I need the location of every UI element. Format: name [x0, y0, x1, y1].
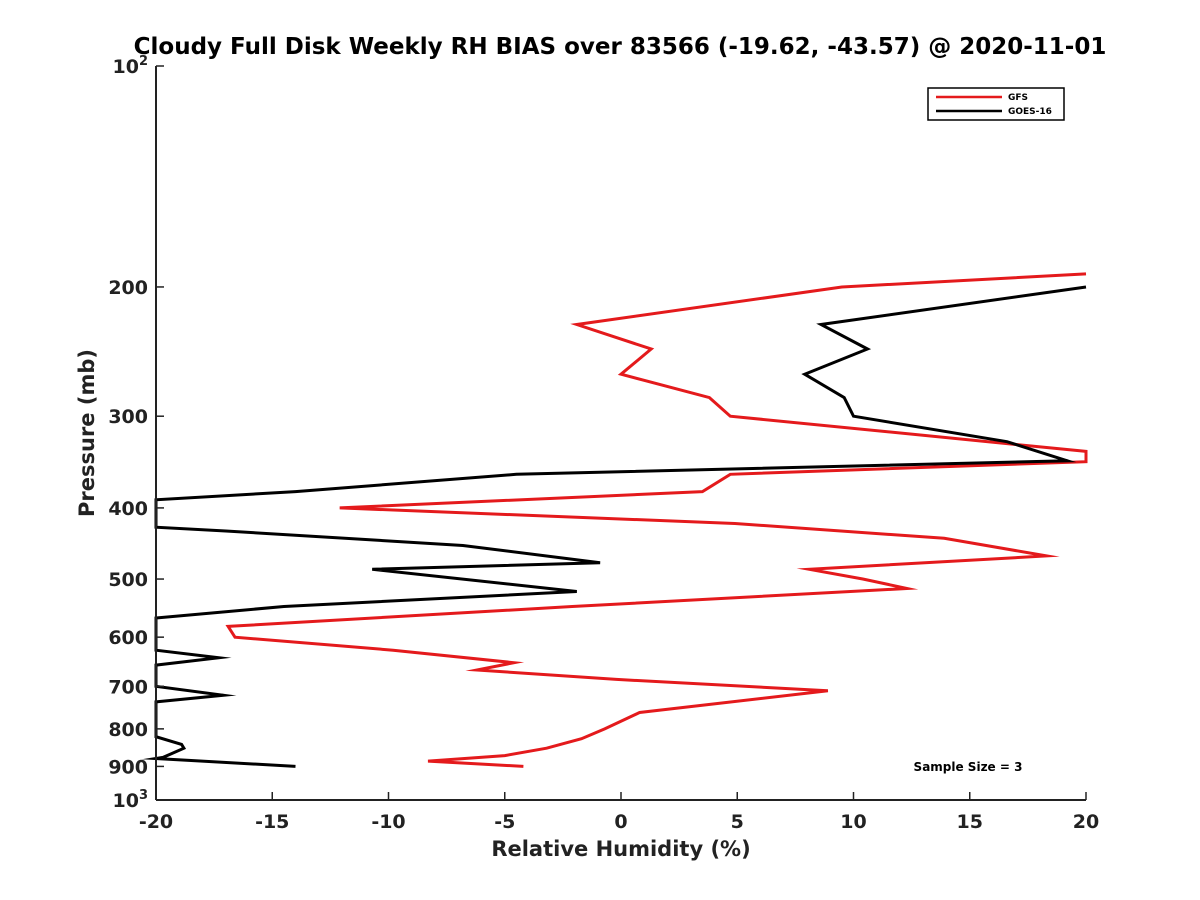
legend-label-gfs: GFS — [1008, 93, 1028, 103]
x-tick-label: 10 — [840, 811, 866, 833]
y-tick-label: 800 — [108, 719, 148, 741]
y-tick-label: 300 — [108, 406, 148, 428]
plot-area: -20 -15 -10 -5 0 5 10 15 20 102 200 300 400 500 600 70… — [108, 54, 1099, 833]
y-tick-label: 600 — [108, 627, 148, 649]
y-tick-label: 500 — [108, 569, 148, 591]
sample-size-annotation: Sample Size = 3 — [914, 760, 1023, 774]
chart-title: Cloudy Full Disk Weekly RH BIAS over 835… — [134, 34, 1107, 60]
x-tick-label: 0 — [614, 811, 627, 833]
x-tick-label: -5 — [494, 811, 515, 833]
y-axis-label: Pressure (mb) — [75, 349, 99, 517]
y-tick-label: 700 — [108, 676, 148, 698]
legend-label-goes16: GOES-16 — [1008, 107, 1052, 117]
series-line-goes-16 — [141, 285, 1087, 768]
y-axis-ticks: 102 200 300 400 500 600 700 800 900 103 — [108, 54, 164, 812]
series-line-gfs — [225, 272, 1088, 768]
y-tick-label: 400 — [108, 498, 148, 520]
y-tick-label: 900 — [108, 756, 148, 778]
legend: GFS GOES-16 — [927, 87, 1065, 121]
x-tick-label: 20 — [1073, 811, 1099, 833]
x-tick-label: -20 — [139, 811, 173, 833]
x-tick-label: 5 — [731, 811, 744, 833]
x-axis-label: Relative Humidity (%) — [491, 837, 750, 861]
series-layer — [141, 272, 1088, 768]
y-tick-label: 103 — [113, 788, 149, 812]
x-axis-ticks: -20 -15 -10 -5 0 5 10 15 20 — [139, 792, 1099, 833]
x-tick-label: -15 — [255, 811, 289, 833]
y-tick-label: 200 — [108, 277, 148, 299]
x-tick-label: 15 — [957, 811, 983, 833]
x-tick-label: -10 — [371, 811, 405, 833]
y-tick-label: 102 — [113, 54, 149, 78]
legend-box — [927, 87, 1065, 121]
